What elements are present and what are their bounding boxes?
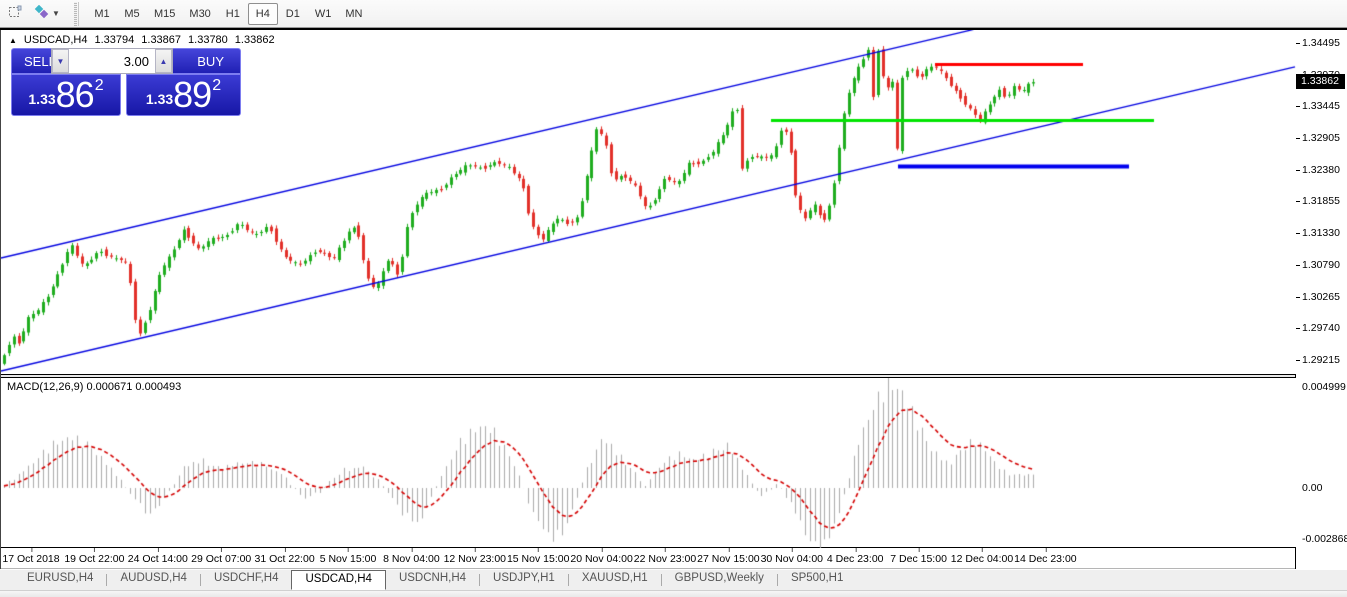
time-tick-label: 8 Nov 04:00 xyxy=(383,548,440,565)
time-tick-label: 24 Oct 14:00 xyxy=(127,548,188,565)
symbol-info: ▲ USDCAD,H4 1.33794 1.33867 1.33780 1.33… xyxy=(9,34,275,46)
macd-axis-top-label: 0.004999 xyxy=(1302,381,1346,393)
timeframe-m1-button[interactable]: M1 xyxy=(87,3,117,25)
tab-usdchf[interactable]: USDCHF,H4 xyxy=(213,572,279,584)
current-price-tag: 1.33862 xyxy=(1296,73,1345,89)
macd-indicator-label: MACD(12,26,9) 0.000671 0.000493 xyxy=(7,381,182,393)
buy-price-prefix: 1.33 xyxy=(145,91,174,107)
time-tick-label: 7 Dec 15:00 xyxy=(890,548,947,565)
symbol-name: USDCAD,H4 xyxy=(23,34,88,46)
tab-usdjpy[interactable]: USDJPY,H1 xyxy=(493,572,555,584)
time-tick-label: 5 Nov 15:00 xyxy=(319,548,377,565)
time-tick-label: 15 Nov 15:00 xyxy=(506,548,570,565)
tab-sp500[interactable]: SP500,H1 xyxy=(790,572,844,584)
time-tick-label: 20 Nov 04:00 xyxy=(570,548,633,565)
buy-price-big: 89 xyxy=(173,74,212,115)
time-axis[interactable]: 17 Oct 2018 19 Oct 22:00 24 Oct 14:00 29 Oc… xyxy=(1,548,1295,569)
macd-pane: MACD(12,26,9) 0.000671 0.000493 xyxy=(1,378,1296,548)
price-tick-label: 1.29215 xyxy=(1296,353,1340,366)
price-tick-label: 1.33445 xyxy=(1296,100,1340,113)
one-click-trading-panel: SELL BUY ▼ ▲ 1.33 86 2 xyxy=(11,48,241,116)
volume-increase-button[interactable]: ▲ xyxy=(155,49,172,73)
pane-divider[interactable] xyxy=(1,374,1295,378)
volume-control: ▼ ▲ xyxy=(51,48,173,74)
timeframe-h1-button[interactable]: H1 xyxy=(218,3,248,25)
buy-price-sup: 2 xyxy=(212,77,222,94)
sell-price-prefix: 1.33 xyxy=(28,91,56,107)
price-tick-label: 1.32905 xyxy=(1296,132,1340,145)
chevron-down-icon: ▼ xyxy=(52,9,60,18)
timeframe-m15-button[interactable]: M15 xyxy=(147,3,182,25)
chart-tab-bar: EURUSD,H4 AUDUSD,H4 USDCHF,H4 USDCAD,H4 USDC… xyxy=(0,570,1347,590)
time-tick-label: 4 Dec 23:00 xyxy=(826,548,884,565)
collapse-panel-icon[interactable]: ▲ xyxy=(9,35,17,45)
price-axis[interactable]: 1.344951.339701.334451.329051.323801.318… xyxy=(1296,30,1347,569)
tab-separator xyxy=(106,574,108,586)
timeframe-w1-button[interactable]: W1 xyxy=(308,3,339,25)
tab-gbpusd[interactable]: GBPUSD,Weekly xyxy=(674,572,764,584)
volume-decrease-button[interactable]: ▼ xyxy=(52,49,69,73)
macd-axis-bottom-label: -0.002868 xyxy=(1302,533,1347,545)
tab-eurusd[interactable]: EURUSD,H4 xyxy=(27,572,94,584)
indicators-icon xyxy=(34,4,50,22)
time-tick-label: 19 Oct 22:00 xyxy=(64,548,125,565)
timeframe-m30-button[interactable]: M30 xyxy=(182,3,217,25)
toolbar-separator xyxy=(72,1,79,26)
volume-input[interactable] xyxy=(69,49,155,73)
chart-window: ▲ USDCAD,H4 1.33794 1.33867 1.33780 1.33… xyxy=(0,28,1347,570)
timeframe-m5-button[interactable]: M5 xyxy=(117,3,147,25)
status-bar xyxy=(0,590,1347,597)
tab-audusd[interactable]: AUDUSD,H4 xyxy=(120,572,187,584)
tab-separator xyxy=(660,574,662,586)
timeframe-mn-button[interactable]: MN xyxy=(338,3,369,25)
buy-price-button[interactable]: 1.33 89 2 xyxy=(126,74,241,116)
tab-usdcnh[interactable]: USDCNH,H4 xyxy=(398,572,467,584)
price-tick-label: 1.32380 xyxy=(1296,163,1340,176)
time-tick-label: 14 Dec 23:00 xyxy=(1014,548,1077,565)
ohlc-low: 1.33780 xyxy=(188,34,228,46)
chart-object-icon xyxy=(8,5,22,22)
macd-axis-zero-label: 0.00 xyxy=(1302,482,1323,494)
price-tick-label: 1.30265 xyxy=(1296,290,1340,303)
time-tick-label: 22 Nov 23:00 xyxy=(633,548,697,565)
tab-separator xyxy=(567,574,569,586)
timeframe-d1-button[interactable]: D1 xyxy=(278,3,308,25)
toolbar: ▼ M1 M5 M15 M30 H1 H4 D1 W1 MN xyxy=(0,0,1347,28)
time-tick-label: 12 Nov 23:00 xyxy=(443,548,507,565)
tab-xauusd[interactable]: XAUUSD,H1 xyxy=(581,572,648,584)
ohlc-open: 1.33794 xyxy=(94,34,135,46)
time-tick-label: 27 Nov 15:00 xyxy=(697,548,760,565)
time-tick-label: 12 Dec 04:00 xyxy=(950,548,1014,565)
price-tick-label: 1.30790 xyxy=(1296,259,1340,272)
time-tick-label: 31 Oct 22:00 xyxy=(254,548,315,565)
sell-price-button[interactable]: 1.33 86 2 xyxy=(11,74,121,116)
price-tick-label: 1.29740 xyxy=(1296,322,1340,335)
time-tick-label: 17 Oct 2018 xyxy=(2,548,60,565)
ohlc-close: 1.33862 xyxy=(234,34,275,46)
tab-separator xyxy=(199,574,201,586)
timeframe-group: M1 M5 M15 M30 H1 H4 D1 W1 MN xyxy=(87,2,369,25)
sell-price-sup: 2 xyxy=(94,77,104,94)
chart-object-button[interactable] xyxy=(2,3,28,25)
ohlc-high: 1.33867 xyxy=(141,34,182,46)
time-tick-label: 30 Nov 04:00 xyxy=(760,548,824,565)
sell-price-big: 86 xyxy=(55,74,95,115)
price-tick-label: 1.31330 xyxy=(1296,226,1340,239)
tab-usdcad[interactable]: USDCAD,H4 xyxy=(291,570,386,590)
time-tick-label: 29 Oct 07:00 xyxy=(191,548,252,565)
price-tick-label: 1.34495 xyxy=(1296,37,1340,49)
price-pane: ▲ USDCAD,H4 1.33794 1.33867 1.33780 1.33… xyxy=(1,30,1296,374)
macd-canvas[interactable] xyxy=(1,378,1296,548)
tab-separator xyxy=(479,574,481,586)
price-tick-label: 1.31855 xyxy=(1296,195,1340,208)
timeframe-h4-button[interactable]: H4 xyxy=(247,2,278,25)
indicators-button[interactable]: ▼ xyxy=(28,3,66,25)
tab-separator xyxy=(776,574,778,586)
